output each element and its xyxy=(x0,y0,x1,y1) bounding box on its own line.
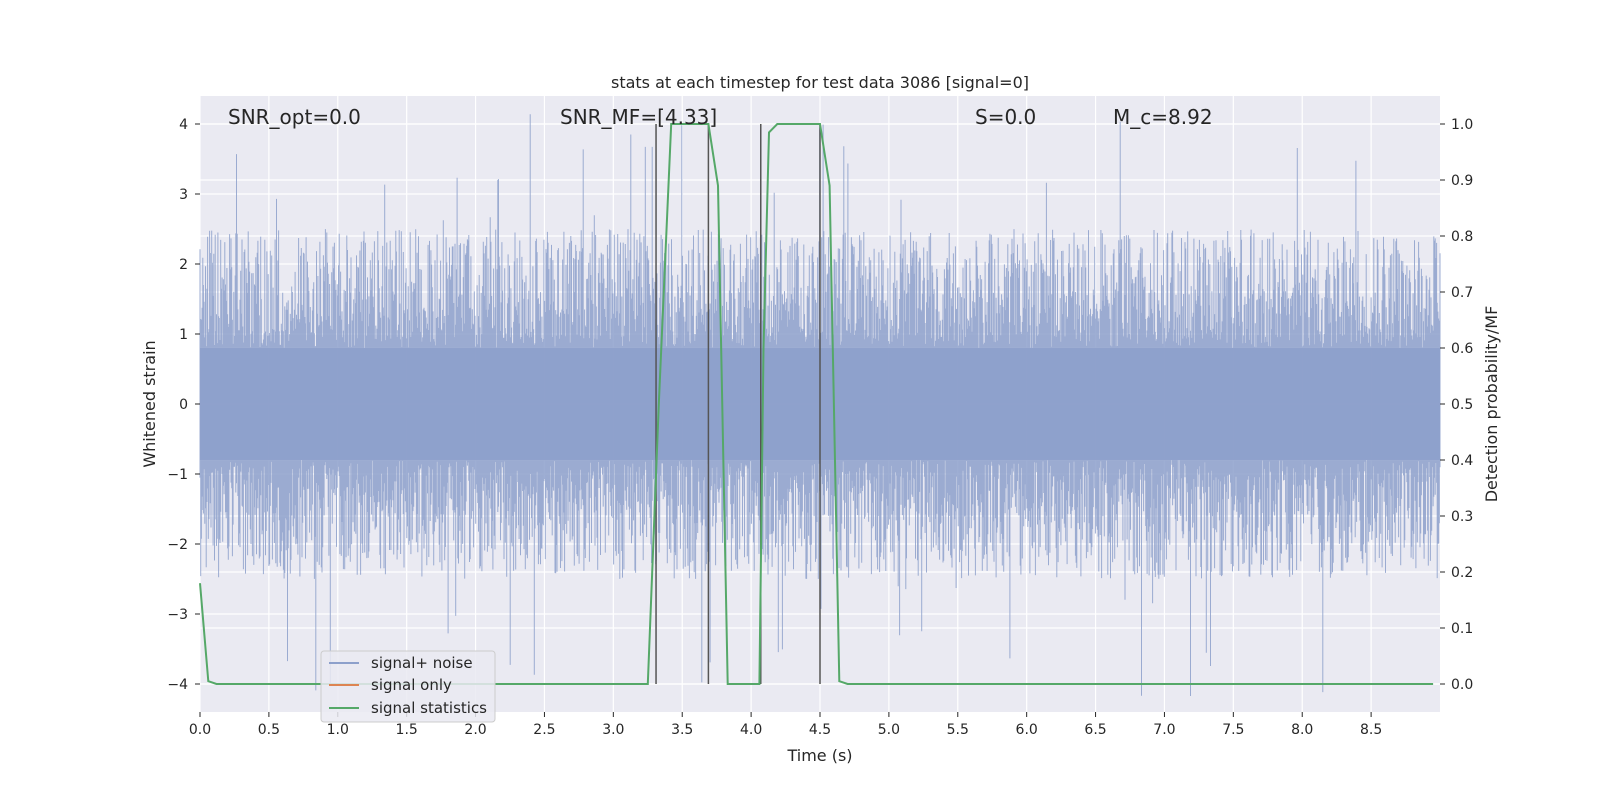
legend-box xyxy=(320,650,496,723)
x-tick-label: 0.5 xyxy=(258,722,280,738)
x-axis-label: Time (s) xyxy=(786,746,852,765)
y-left-tick-label: −4 xyxy=(167,677,188,693)
y-right-tick-label: 0.5 xyxy=(1451,397,1473,413)
x-tick-label: 4.5 xyxy=(809,722,831,738)
ticks: 0.0 0.5 1.0 1.5 2.0 2.5 3.0 3.5 4.0 4.5 5.0 5.5 6.0 6… xyxy=(167,117,1473,738)
x-tick-label: 7.5 xyxy=(1222,722,1244,738)
x-tick-label: 7.0 xyxy=(1153,722,1175,738)
y-left-tick-label: 0 xyxy=(179,397,188,413)
y-right-tick-label: 0.8 xyxy=(1451,229,1473,245)
y-right-tick-label: 0.0 xyxy=(1451,677,1473,693)
annotations: SNR_opt=0.0 SNR_MF=[4.33] S=0.0 M_c=8.92 xyxy=(228,105,1213,129)
y-right-tick-label: 1.0 xyxy=(1451,117,1473,133)
y-axis-label-right: Detection probability/MF xyxy=(1482,306,1501,503)
y-left-tick-label: −3 xyxy=(167,607,188,623)
legend: signal+ noise signal only signal statist… xyxy=(320,650,496,723)
x-tick-label: 6.0 xyxy=(1016,722,1038,738)
chart-title: stats at each timestep for test data 308… xyxy=(611,73,1029,92)
y-left-tick-label: 4 xyxy=(179,117,188,133)
y-right-tick-label: 0.4 xyxy=(1451,453,1473,469)
y-left-tick-label: 3 xyxy=(179,187,188,203)
x-tick-label: 3.0 xyxy=(602,722,624,738)
x-tick-label: 8.5 xyxy=(1360,722,1382,738)
y-left-tick-label: −1 xyxy=(167,467,188,483)
x-tick-label: 5.5 xyxy=(947,722,969,738)
y-left-tick-label: 2 xyxy=(179,257,188,273)
annotation-snr-opt: SNR_opt=0.0 xyxy=(228,105,361,129)
x-tick-label: 1.0 xyxy=(327,722,349,738)
annotation-mc: M_c=8.92 xyxy=(1113,105,1213,129)
x-tick-label: 6.5 xyxy=(1084,722,1106,738)
noise-trace xyxy=(199,114,1441,696)
y-left-tick-label: 1 xyxy=(179,327,188,343)
signal-statistics-line xyxy=(199,123,1434,685)
legend-label-signal-statistics: signal statistics xyxy=(371,699,487,717)
y-axis-label-left: Whitened strain xyxy=(140,340,159,467)
x-tick-label: 4.0 xyxy=(740,722,762,738)
y-right-tick-label: 0.2 xyxy=(1451,565,1473,581)
y-right-tick-label: 0.3 xyxy=(1451,509,1473,525)
y-right-tick-label: 0.1 xyxy=(1451,621,1473,637)
y-right-tick-label: 0.9 xyxy=(1451,173,1473,189)
annotation-s: S=0.0 xyxy=(975,105,1036,129)
annotation-snr-mf: SNR_MF=[4.33] xyxy=(560,105,717,129)
signal-statistics-series xyxy=(199,123,1434,685)
legend-label-signal-only: signal only xyxy=(371,676,452,694)
y-right-tick-label: 0.6 xyxy=(1451,341,1473,357)
x-tick-label: 1.5 xyxy=(396,722,418,738)
x-tick-label: 8.0 xyxy=(1291,722,1313,738)
x-tick-label: 0.0 xyxy=(189,722,211,738)
legend-label-signal-noise: signal+ noise xyxy=(371,654,473,672)
y-left-tick-label: −2 xyxy=(167,537,188,553)
x-tick-label: 2.5 xyxy=(533,722,555,738)
x-tick-label: 2.0 xyxy=(464,722,486,738)
x-tick-label: 5.0 xyxy=(878,722,900,738)
x-tick-label: 3.5 xyxy=(671,722,693,738)
y-right-tick-label: 0.7 xyxy=(1451,285,1473,301)
